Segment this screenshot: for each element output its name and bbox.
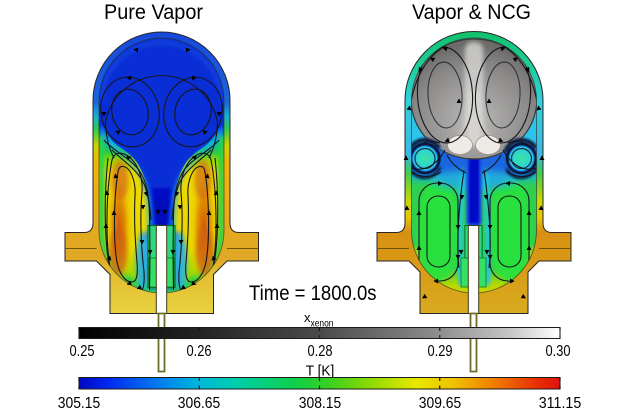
svg-text:0.30: 0.30 xyxy=(546,343,571,360)
svg-text:0.25: 0.25 xyxy=(70,343,95,360)
svg-text:305.15: 305.15 xyxy=(58,395,101,412)
svg-text:306.65: 306.65 xyxy=(178,395,221,412)
svg-text:Vapor & NCG: Vapor & NCG xyxy=(412,0,531,24)
svg-text:0.26: 0.26 xyxy=(187,343,212,360)
svg-text:308.15: 308.15 xyxy=(299,395,342,412)
svg-text:Time = 1800.0s: Time = 1800.0s xyxy=(249,281,377,305)
svg-text:0.28: 0.28 xyxy=(308,343,333,360)
svg-text:xenon: xenon xyxy=(311,319,334,330)
svg-text:x: x xyxy=(304,310,311,325)
svg-text:309.65: 309.65 xyxy=(419,395,462,412)
svg-text:Pure Vapor: Pure Vapor xyxy=(104,0,203,24)
svg-text:311.15: 311.15 xyxy=(539,395,582,412)
svg-text:T [K]: T [K] xyxy=(306,363,335,380)
svg-text:0.29: 0.29 xyxy=(428,343,453,360)
